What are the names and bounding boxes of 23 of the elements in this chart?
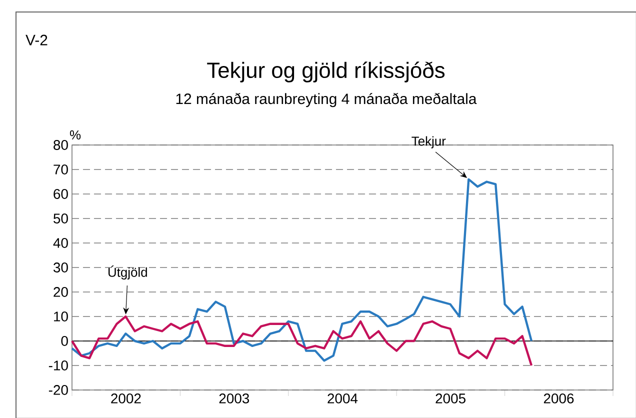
y-tick-label: 70: [54, 164, 68, 174]
y-axis-title: %: [70, 130, 81, 140]
chart-title: Tekjur og gjöld ríkissjóðs: [207, 62, 445, 82]
x-tick-label: 2005: [436, 394, 466, 404]
x-tick-label: 2006: [544, 394, 574, 404]
annotation: Tekjur: [412, 136, 446, 148]
x-tick-label: 2003: [219, 394, 250, 404]
x-tick-label: 2004: [328, 394, 358, 404]
chart-subtitle: 12 mánaða raunbreyting 4 mánaða meðaltala: [176, 92, 477, 108]
y-tick-label: 60: [54, 189, 68, 199]
y-tick-label: 30: [53, 262, 68, 272]
y-tick-label: 80: [54, 140, 68, 150]
y-tick-label: 40: [53, 238, 68, 248]
line-series: [70, 178, 533, 362]
y-tick-label: 50: [54, 214, 68, 224]
y-tick-label: 0: [61, 336, 68, 346]
y-tick-label: 20: [54, 287, 68, 297]
annotation: Útgjöld: [108, 266, 147, 280]
y-tick-label: 10: [54, 312, 68, 322]
y-tick-label: -20: [48, 385, 68, 395]
x-tick-label: 2002: [111, 394, 141, 404]
text: V-2: [26, 34, 48, 46]
y-tick-label: -10: [48, 360, 68, 370]
